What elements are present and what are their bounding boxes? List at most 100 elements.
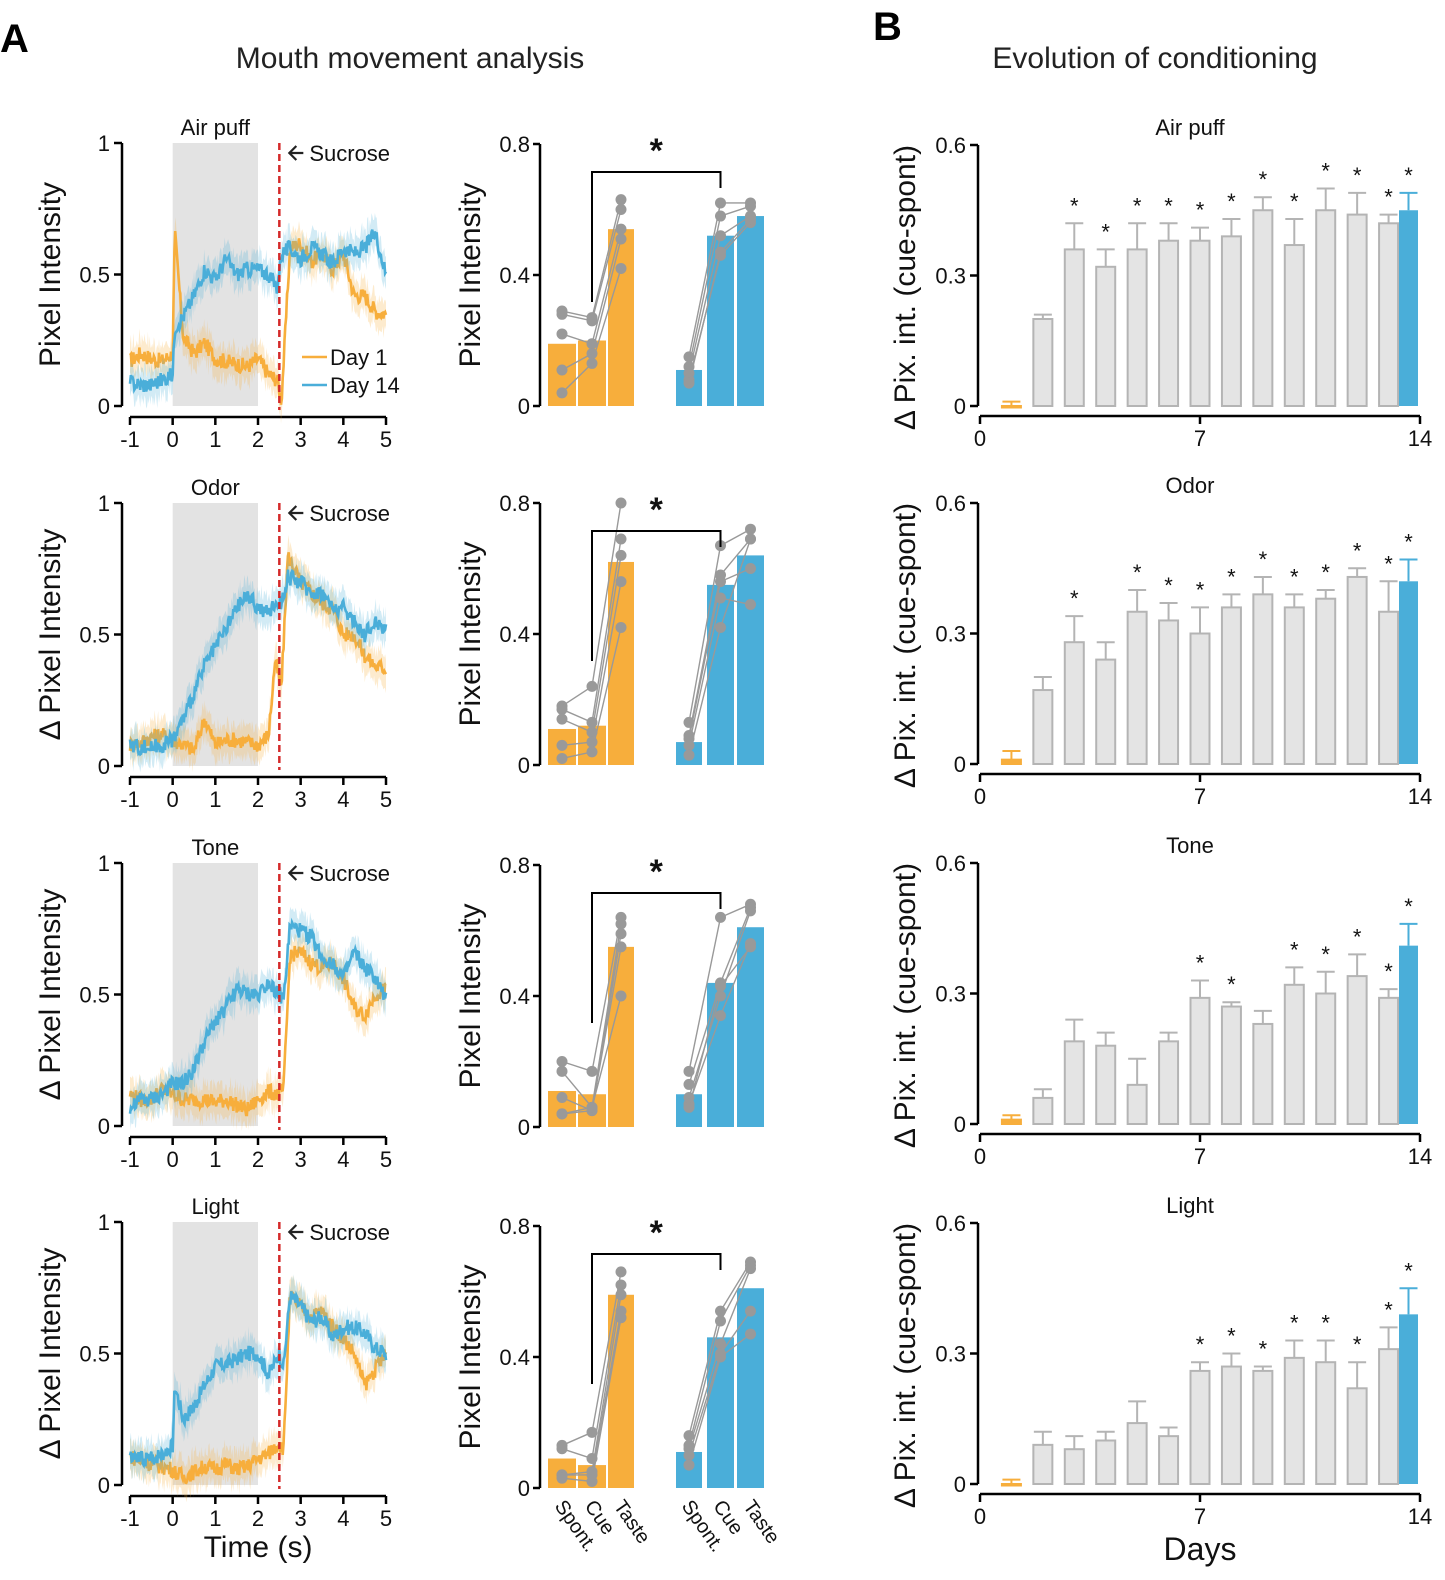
- significance-star: *: [1196, 577, 1205, 602]
- x-tick-label: 4: [337, 1506, 349, 1531]
- day-bar: [1399, 945, 1418, 1124]
- x-tick-label: 0: [974, 426, 986, 451]
- data-point: [556, 752, 568, 764]
- error-band-day14: [130, 550, 386, 773]
- trace-title: Light: [191, 1194, 239, 1219]
- day-bar: [1032, 318, 1054, 407]
- y-tick-label: 0.8: [499, 853, 530, 878]
- significance-star: *: [1353, 538, 1362, 563]
- significance-star: *: [1164, 573, 1173, 598]
- data-point: [556, 328, 568, 340]
- data-point: [556, 1472, 568, 1484]
- significance-star: *: [1133, 193, 1142, 218]
- y-tick-label: 0: [518, 394, 530, 419]
- day-bar: [1158, 1040, 1180, 1125]
- data-point: [683, 1065, 695, 1077]
- y-tick-label: 1: [98, 491, 110, 516]
- data-point: [615, 1279, 627, 1291]
- x-tick-label: 3: [295, 427, 307, 452]
- y-tick-label: 0: [954, 394, 966, 419]
- panel-b-letter: B: [873, 5, 902, 49]
- bar-taste: [737, 927, 764, 1127]
- data-point: [586, 716, 598, 728]
- x-axis-label: Days: [1164, 1531, 1237, 1567]
- y-axis-label: Pixel Intensity: [454, 1264, 487, 1449]
- data-point: [586, 1101, 598, 1113]
- data-point: [586, 1453, 598, 1465]
- series-line-day14: [128, 568, 388, 757]
- y-tick-label: 0: [954, 1472, 966, 1497]
- data-point: [745, 523, 756, 535]
- data-point: [615, 990, 627, 1002]
- data-point: [683, 377, 695, 389]
- significance-star: *: [1384, 185, 1393, 210]
- data-point: [586, 357, 598, 369]
- data-point: [615, 1312, 627, 1324]
- significance-star: *: [1227, 972, 1236, 997]
- day-bar: [1032, 1443, 1054, 1485]
- y-tick-label: 0: [98, 754, 110, 779]
- data-point: [615, 918, 627, 930]
- evolution-plot-air-puff: Air puff 0 0.3 0.6 0 7 14 * * * * * * * * * * * * Δ Pix. in…: [889, 115, 1432, 451]
- y-axis-label: Δ Pix. int. (cue-spont): [889, 1223, 922, 1508]
- y-axis-label: Pixel Intensity: [34, 182, 67, 367]
- trace-plot-odor: Odor 0 0.5 1 -1 0 1 2 3 4 5 Sucrose Δ Pixel Intensit…: [34, 475, 392, 812]
- data-point: [615, 497, 627, 509]
- y-tick-label: 0: [98, 1114, 110, 1139]
- significance-star: *: [650, 491, 664, 529]
- significance-star: *: [1404, 1258, 1413, 1283]
- significance-star: *: [650, 1214, 664, 1252]
- significance-star: *: [1259, 167, 1268, 192]
- significance-star: *: [650, 132, 664, 170]
- data-point: [715, 246, 726, 258]
- data-point: [683, 1078, 695, 1090]
- bar-taste: [608, 229, 634, 406]
- significance-star: *: [1384, 551, 1393, 576]
- y-tick-label: 0: [98, 1473, 110, 1498]
- significance-star: *: [1321, 159, 1330, 184]
- significance-star: *: [1321, 1310, 1330, 1335]
- plot-title: Tone: [1166, 833, 1214, 858]
- data-point: [586, 315, 598, 327]
- day-bar: [1158, 619, 1180, 766]
- significance-star: *: [1321, 560, 1330, 585]
- evolution-plot-light: Light 0 0.3 0.6 0 7 14 * * * * * * * * Δ Pix. int. (cue…: [889, 1193, 1432, 1567]
- day-bar: [1252, 1022, 1274, 1126]
- y-tick-label: 0.3: [935, 982, 966, 1007]
- data-point: [556, 739, 568, 751]
- paired-bar-plot-air-puff: 0 0.4 0.8 * Pixel Intensity: [454, 132, 764, 419]
- data-point: [556, 387, 568, 399]
- day-bar: [1126, 1422, 1148, 1485]
- series-line-day14: [128, 229, 388, 395]
- data-point: [745, 941, 756, 953]
- y-tick-label: 0.5: [79, 263, 110, 288]
- data-point: [715, 1305, 726, 1317]
- data-point: [683, 1101, 695, 1113]
- y-axis-label: Δ Pixel Intensity: [34, 1248, 67, 1460]
- day-bar: [1220, 606, 1242, 766]
- day-bar: [1000, 1118, 1022, 1126]
- data-point: [745, 1328, 756, 1340]
- data-point: [715, 1010, 726, 1022]
- data-point: [615, 223, 627, 235]
- x-tick-label: 5: [380, 1147, 392, 1172]
- x-tick-label: 14: [1408, 784, 1432, 809]
- y-tick-label: 0.3: [935, 622, 966, 647]
- significance-star: *: [1353, 163, 1362, 188]
- trace-plot-light: Light 0 0.5 1 -1 0 1 2 3 4 5 Sucrose Δ Pixel Intensi…: [34, 1194, 392, 1564]
- plot-title: Odor: [1166, 473, 1215, 498]
- x-tick-label: 2: [252, 787, 264, 812]
- x-tick-label: 7: [1194, 784, 1206, 809]
- day-bar: [1063, 1448, 1085, 1485]
- data-point: [556, 1056, 568, 1067]
- arrow-left-icon: [287, 505, 304, 521]
- data-point: [745, 563, 756, 574]
- x-tick-label: 0: [167, 1506, 179, 1531]
- significance-star: *: [1290, 189, 1299, 214]
- y-tick-label: 0.8: [499, 491, 530, 516]
- significance-star: *: [1227, 1324, 1236, 1349]
- day-bar: [1346, 975, 1368, 1125]
- data-point: [745, 533, 756, 545]
- significance-star: *: [1227, 189, 1236, 214]
- x-tick-label: 14: [1408, 426, 1432, 451]
